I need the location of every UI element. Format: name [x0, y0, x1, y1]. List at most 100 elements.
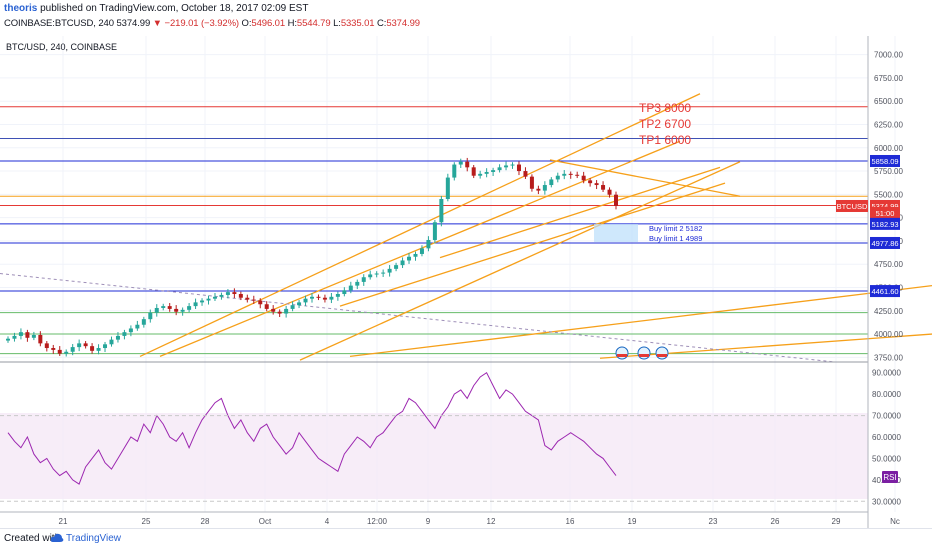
chart-area[interactable]: 3750.004000.004250.004500.004750.005000.… [0, 36, 932, 528]
rsi-tick-label: 60.0000 [872, 433, 901, 442]
candle-body [25, 332, 30, 338]
candle-body [348, 285, 353, 291]
candle-body [44, 343, 49, 349]
candle-body [491, 170, 496, 172]
time-axis[interactable]: 21 25 28 Oct 4 12:00 9 12 16 19 23 26 29 Nc [59, 517, 900, 526]
rsi-band [0, 413, 868, 499]
price-label-bg [870, 285, 900, 298]
low-value: 5335.01 [340, 18, 375, 29]
time-tick-label: Nc [890, 517, 900, 526]
price-label-text: 5374.99 [871, 202, 898, 211]
candle-body [161, 306, 166, 308]
price-label: 5182.93 [870, 217, 900, 230]
candle-body [284, 308, 289, 314]
candle-body [83, 343, 88, 347]
created-with-text: Created with [4, 533, 61, 544]
price-label: 4977.86 [870, 236, 900, 249]
price-label: 5858.09 [870, 154, 900, 167]
candle-body [400, 260, 405, 266]
time-tick-label: 16 [566, 517, 575, 526]
candle-body [212, 296, 217, 299]
time-tick-label: 4 [325, 517, 330, 526]
low-label: L: [333, 18, 341, 29]
price-tick-label: 4250.00 [874, 307, 903, 316]
price-tick-label: 4750.00 [874, 260, 903, 269]
candle-body [361, 277, 366, 282]
price-label-text: 4977.86 [871, 239, 898, 248]
price-tick-label: 3750.00 [874, 353, 903, 362]
buy-limit-1-label: Buy limit 1 4989 [649, 234, 702, 243]
candle-body [251, 299, 256, 301]
candle-body [51, 348, 56, 350]
candle-body [310, 296, 314, 299]
dashed-trendline[interactable] [0, 273, 836, 363]
chart-title: BTC/USD, 240, COINBASE [6, 42, 117, 52]
price-tick-label: 5750.00 [874, 167, 903, 176]
candle-body [516, 164, 521, 172]
price-tick-label: 5500.00 [874, 190, 903, 199]
candle-body [322, 297, 327, 300]
time-tick-label: 9 [426, 517, 431, 526]
down-arrow-icon: ▼ [152, 18, 162, 29]
symbol-timeframe[interactable]: COINBASE:BTCUSD, 240 [4, 18, 114, 29]
candle-body [549, 179, 554, 186]
price-tick-label: 6500.00 [874, 97, 903, 106]
flag-event-icon-3[interactable] [655, 346, 669, 360]
price-label-bg [870, 236, 900, 249]
rsi-badge: RSI [882, 471, 898, 483]
rsi-tick-label: 50.0000 [872, 454, 901, 463]
trendline[interactable] [349, 284, 932, 358]
candle-body [568, 173, 573, 175]
trendline[interactable] [439, 166, 721, 259]
candle-body [335, 294, 340, 297]
time-tick-label: 19 [628, 517, 637, 526]
candle-body [419, 248, 424, 254]
tradingview-link[interactable]: TradingView [66, 533, 122, 544]
rsi-path [7, 371, 617, 485]
price-label-text: 5182.93 [871, 220, 898, 229]
candle-body [154, 307, 159, 313]
price-label-bg [870, 154, 900, 167]
candle-body [484, 171, 489, 174]
candle-body [394, 265, 399, 269]
flag-event-icon-2[interactable] [637, 346, 651, 360]
candle-body [238, 294, 243, 298]
candle-body [381, 272, 386, 274]
tp2-label: TP2 6700 [639, 117, 691, 131]
price-change: −219.01 (−3.92%) [164, 18, 240, 29]
trendline[interactable] [599, 333, 932, 359]
candle-body [187, 306, 192, 310]
rsi-badge-label: RSI [883, 473, 896, 482]
candle-body [581, 175, 586, 181]
candle-body [478, 173, 483, 176]
rsi-line [7, 371, 617, 485]
candle-body [167, 306, 172, 309]
trendline[interactable] [549, 159, 741, 197]
candle-body [426, 239, 431, 249]
candle-body [387, 268, 392, 273]
event-icons[interactable] [615, 346, 669, 360]
trendline[interactable] [299, 161, 741, 361]
candle-body [12, 335, 17, 339]
price-label: 51:00 [870, 206, 900, 219]
author-link[interactable]: theoris [4, 3, 38, 14]
time-tick-label: 21 [59, 517, 68, 526]
flag-event-icon-1[interactable] [615, 346, 629, 360]
candle-body [135, 324, 140, 329]
candle-body [355, 281, 360, 286]
candle-body [109, 339, 114, 345]
price-label-bg [836, 199, 868, 212]
candle-body [115, 335, 120, 340]
candle-body [141, 319, 146, 325]
candle-body [465, 161, 470, 168]
candle-body [258, 300, 263, 305]
high-value: 5544.79 [296, 18, 331, 29]
trendline[interactable] [339, 182, 726, 307]
candle-body [290, 305, 295, 309]
candle-body [452, 164, 457, 178]
trendline[interactable] [139, 93, 701, 357]
candle-body [277, 311, 282, 314]
candle-body [200, 300, 205, 303]
candle-body [368, 274, 373, 278]
time-tick-label: 28 [201, 517, 210, 526]
